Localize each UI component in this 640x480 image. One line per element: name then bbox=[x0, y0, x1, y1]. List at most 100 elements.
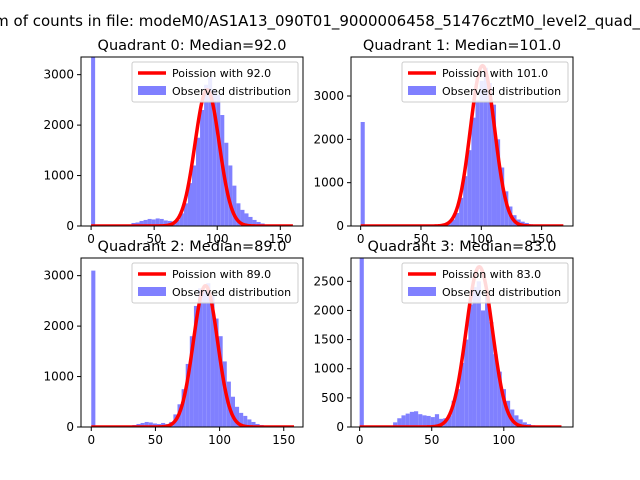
y-tick-label: 2000 bbox=[43, 319, 74, 333]
histogram-bar bbox=[198, 288, 203, 427]
y-tick-label: 0 bbox=[66, 219, 74, 233]
histogram-bar bbox=[359, 258, 364, 427]
histogram-bar bbox=[218, 336, 223, 427]
legend-label-observed: Observed distribution bbox=[442, 85, 561, 98]
histogram-bar bbox=[483, 67, 488, 226]
legend-label-observed: Observed distribution bbox=[172, 85, 291, 98]
legend: Poission with 101.0 Observed distribution bbox=[401, 61, 569, 103]
histogram-bar bbox=[91, 57, 96, 226]
histogram-bar bbox=[455, 389, 460, 427]
histogram-bar bbox=[163, 220, 168, 226]
histogram-bar bbox=[139, 220, 144, 226]
subplot-title: Quadrant 2: Median=89.0 bbox=[98, 239, 287, 255]
histogram-bar bbox=[210, 295, 215, 427]
histogram-bar bbox=[243, 415, 248, 427]
histogram-bar bbox=[501, 389, 506, 427]
subplot-title: Quadrant 3: Median=83.0 bbox=[368, 239, 557, 255]
y-tick-label: 2000 bbox=[313, 303, 344, 317]
histogram-bar bbox=[447, 415, 452, 427]
legend-swatch-observed bbox=[138, 86, 166, 95]
legend-label-poisson: Poission with 89.0 bbox=[172, 268, 271, 281]
y-tick-label: 1000 bbox=[43, 370, 74, 384]
histogram-bar bbox=[518, 419, 523, 427]
y-tick-label: 1000 bbox=[313, 362, 344, 376]
x-tick-label: 0 bbox=[87, 232, 95, 246]
histogram-bar bbox=[236, 203, 241, 226]
x-tick-label: 50 bbox=[147, 232, 162, 246]
histogram-bar bbox=[487, 83, 492, 226]
figure-suptitle-text: Histogram of counts in file: modeM0/AS1A… bbox=[0, 12, 640, 30]
histogram-bar bbox=[185, 363, 190, 427]
histogram-bar bbox=[183, 203, 188, 226]
legend-swatch-observed bbox=[408, 86, 436, 95]
histogram-bar bbox=[489, 322, 494, 427]
histogram-bar bbox=[247, 419, 252, 427]
y-tick-label: 1000 bbox=[43, 169, 74, 183]
histogram-bar bbox=[491, 104, 497, 226]
histogram-bar bbox=[192, 165, 197, 226]
axes-frame bbox=[350, 56, 574, 227]
y-tick-label: 1000 bbox=[313, 176, 344, 190]
histogram-bar bbox=[91, 270, 96, 427]
histogram-bar bbox=[175, 219, 180, 226]
legend: Poission with 92.0 Observed distribution bbox=[131, 61, 299, 103]
x-tick-label: 50 bbox=[413, 232, 428, 246]
x-tick-label: 150 bbox=[269, 232, 292, 246]
histogram-bar bbox=[450, 219, 456, 226]
histogram-bar bbox=[430, 417, 435, 427]
histogram-bar bbox=[479, 80, 484, 226]
histogram-bar bbox=[459, 362, 465, 427]
histogram-bar bbox=[476, 281, 481, 427]
x-tick-label: 0 bbox=[87, 433, 95, 447]
legend-label-poisson: Poission with 83.0 bbox=[442, 268, 541, 281]
x-tick-label: 0 bbox=[357, 232, 365, 246]
legend-swatch-observed bbox=[138, 287, 166, 296]
legend: Poission with 89.0 Observed distribution bbox=[131, 262, 299, 304]
y-tick-label: 500 bbox=[321, 391, 344, 405]
histogram-bar bbox=[252, 219, 257, 226]
histogram-bar bbox=[256, 221, 261, 226]
histogram-bar bbox=[181, 389, 186, 427]
histogram-bar bbox=[212, 89, 217, 226]
histogram-bar bbox=[514, 415, 519, 427]
histogram-bar bbox=[493, 354, 498, 427]
histogram-bar bbox=[522, 422, 527, 427]
x-tick-label: 100 bbox=[206, 232, 229, 246]
y-tick-label: 0 bbox=[336, 420, 344, 434]
histogram-bar bbox=[214, 318, 219, 427]
histogram-bar bbox=[143, 219, 148, 226]
y-tick-label: 2000 bbox=[43, 118, 74, 132]
histogram-bar bbox=[464, 339, 469, 427]
y-tick-label: 3000 bbox=[43, 68, 74, 82]
subplot-title: Quadrant 0: Median=92.0 bbox=[98, 38, 287, 54]
histogram-bar bbox=[200, 109, 205, 226]
x-tick-label: 150 bbox=[530, 232, 553, 246]
legend-label-observed: Observed distribution bbox=[172, 286, 291, 299]
histogram-bar bbox=[500, 167, 505, 226]
histogram-bar bbox=[248, 216, 253, 226]
histogram-bar bbox=[451, 400, 456, 427]
histogram-bar bbox=[202, 290, 207, 427]
y-tick-label: 2000 bbox=[313, 132, 344, 146]
histogram-bar bbox=[208, 77, 213, 226]
histogram-bar bbox=[216, 94, 221, 226]
histogram-bar bbox=[475, 100, 480, 226]
y-tick-label: 0 bbox=[66, 420, 74, 434]
legend-box bbox=[131, 61, 299, 103]
y-tick-label: 0 bbox=[336, 219, 344, 233]
histogram-bar bbox=[418, 414, 423, 427]
legend-label-poisson: Poission with 92.0 bbox=[172, 67, 271, 80]
axes-frame bbox=[80, 257, 304, 428]
histogram-bar bbox=[497, 371, 502, 427]
x-tick-label: 100 bbox=[492, 433, 515, 447]
figure-suptitle: Histogram of counts in file: modeM0/AS1A… bbox=[0, 12, 640, 36]
histogram-bar bbox=[434, 414, 440, 427]
x-tick-label: 50 bbox=[424, 433, 439, 447]
subplot-quadrant-1: 0 50 100 150 0 1000 2000 3000 Poission with 101.… bbox=[313, 38, 574, 246]
histogram-bar bbox=[485, 295, 490, 427]
legend-box bbox=[401, 61, 569, 103]
histogram-bar bbox=[151, 219, 156, 226]
legend-label-observed: Observed distribution bbox=[442, 286, 561, 299]
histogram-bar bbox=[204, 84, 209, 226]
